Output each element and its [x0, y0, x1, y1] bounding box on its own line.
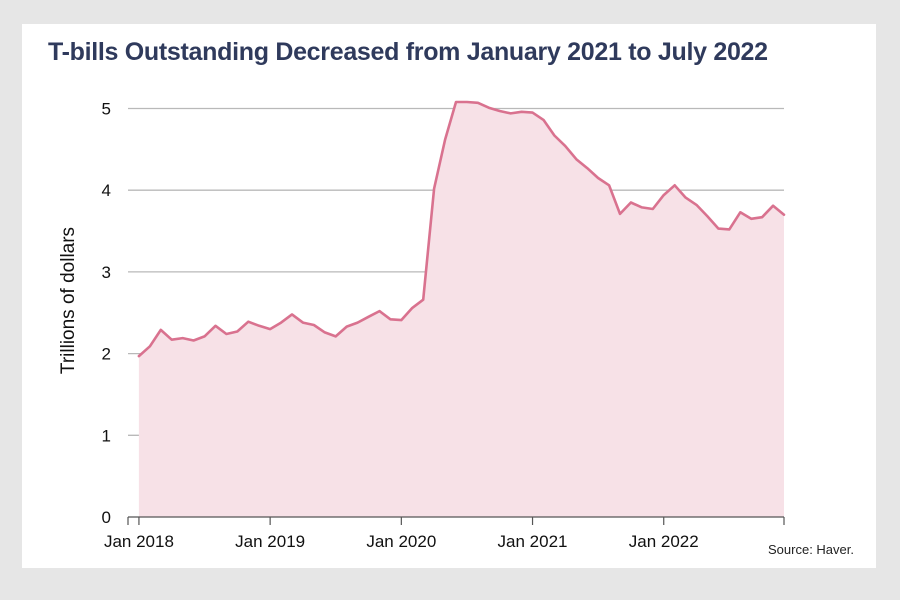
- y-tick-label-0: 0: [102, 508, 111, 527]
- series-line: [137, 100, 786, 358]
- y-tick-label-3: 3: [102, 263, 111, 282]
- x-tick-label-2021-01: Jan 2021: [498, 532, 568, 551]
- x-tick-label-2022-01: Jan 2022: [629, 532, 699, 551]
- line-chart: 0 1 2 3 4 5 Jan 2018 Jan 2019 Jan 2020 Jan 2021 Ja…: [58, 100, 786, 551]
- chart-card: T-bills Outstanding Decreased from Janua…: [22, 24, 876, 568]
- x-tick-label-2019-01: Jan 2019: [235, 532, 305, 551]
- y-tick-label-5: 5: [102, 100, 111, 119]
- y-tick-label-4: 4: [102, 181, 111, 200]
- y-axis-label: Trillions of dollars: [58, 227, 79, 374]
- x-tick-label-2020-01: Jan 2020: [366, 532, 436, 551]
- x-tick-label-2018-01: Jan 2018: [104, 532, 174, 551]
- source-note: Source: Haver.: [768, 542, 854, 557]
- y-tick-label-2: 2: [102, 345, 111, 364]
- y-tick-label-1: 1: [102, 426, 111, 445]
- chart-title: T-bills Outstanding Decreased from Janua…: [48, 38, 768, 66]
- series-area: [138, 102, 784, 517]
